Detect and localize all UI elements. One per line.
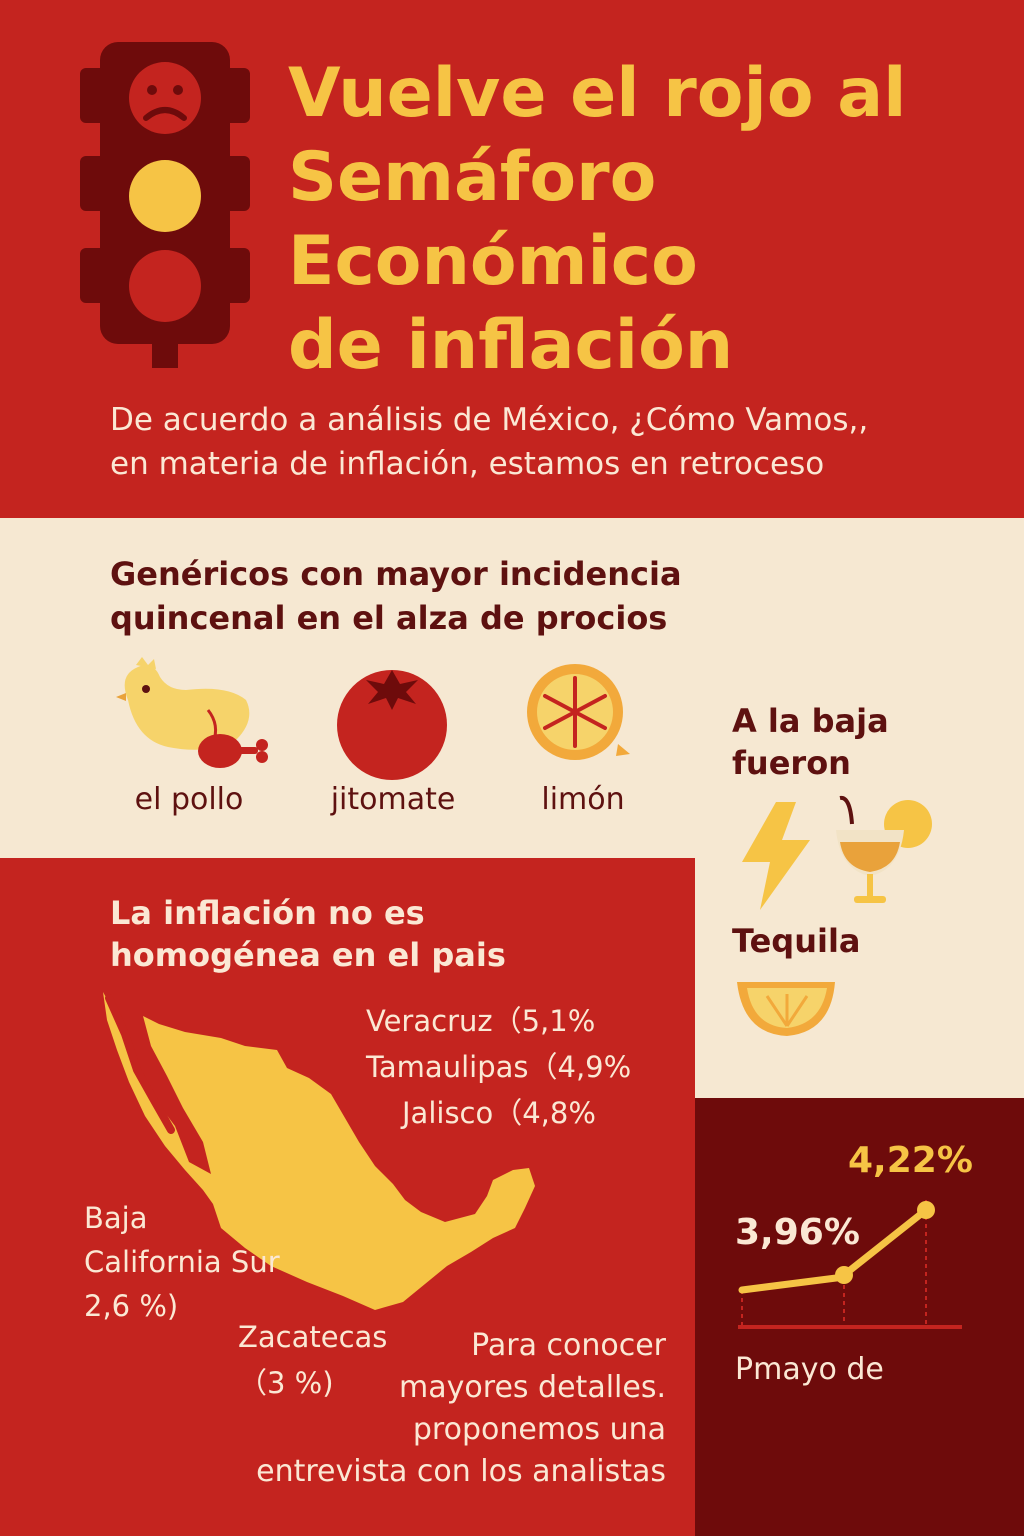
inflation-chart-panel [695,1098,1024,1536]
data-label-previous: 3,96% [735,1212,860,1253]
state-line: 2,6 %) [84,1289,179,1323]
title-line: Vuelve el rojo al [288,54,907,133]
cocktail-icon [836,795,932,903]
chart-caption: Pmayo de [735,1352,884,1387]
generics-heading: Genéricos con mayor incidencia quincenal… [110,552,710,640]
state-line: Zacatecas [238,1320,388,1354]
item-label-limon: limón [541,782,625,817]
details-line: mayores detalles. [399,1370,666,1405]
heading-line: homogénea en el pais [110,936,506,974]
heading-line: A la baja [732,702,889,740]
orange-slice-icon [737,982,835,1036]
details-line: Para conocer [471,1328,666,1363]
item-label-jitomate: jitomate [330,782,456,817]
chart-series-line [840,1206,930,1279]
lemon-icon [527,664,630,760]
title-line: de inflación [288,306,734,385]
baja-heading: A la baja fueron [732,700,992,784]
state-line: （3 %) [238,1366,334,1400]
chicken-icon [116,657,268,768]
data-label-current: 4,22% [848,1140,973,1181]
subtitle-line: De acuerdo a análisis de México, ¿Cómo V… [110,402,869,438]
details-line: proponemos una [412,1412,666,1447]
traffic-light-icon [80,42,250,368]
details-note: Para conocer mayores detalles. proponemo… [200,1325,666,1493]
item-label-pollo: el pollo [134,782,244,817]
heading-line: La inflación no es [110,894,425,932]
title-line: Semáforo [288,138,657,217]
heading-line: quincenal en el alza de procios [110,599,668,637]
heading-line: Genéricos con mayor incidencia [110,555,682,593]
chart-point-current [917,1201,935,1219]
heading-line: fueron [732,744,851,782]
inflation-line-chart [738,1200,962,1329]
state-jalisco: Jalisco（4,8% [402,1096,596,1130]
page-title: Vuelve el rojo al Semáforo Económico de … [288,52,1008,388]
page-subtitle: De acuerdo a análisis de México, ¿Cómo V… [110,398,990,486]
map-heading: La inflación no es homogénea en el pais [110,892,670,976]
tomato-icon [337,670,447,780]
state-tamaulipas: Tamaulipas（4,9% [366,1050,632,1084]
state-zacatecas: Zacatecas （3 %) [238,1314,387,1406]
state-veracruz: Veracruz（5,1% [366,1004,596,1038]
state-line: California Sur [84,1245,280,1279]
state-line: Baja [84,1201,148,1235]
state-baja-california-sur: Baja California Sur 2,6 %) [84,1196,280,1328]
chart-point-previous [835,1266,853,1284]
lightning-icon [742,802,810,910]
mexico-map-icon [103,992,535,1310]
tequila-label: Tequila [732,922,861,960]
chart-line-lead [738,1273,848,1294]
subtitle-line: en materia de inflación, estamos en retr… [110,446,825,482]
details-line: entrevista con los analistas [256,1454,666,1489]
title-line: Económico [288,222,698,301]
